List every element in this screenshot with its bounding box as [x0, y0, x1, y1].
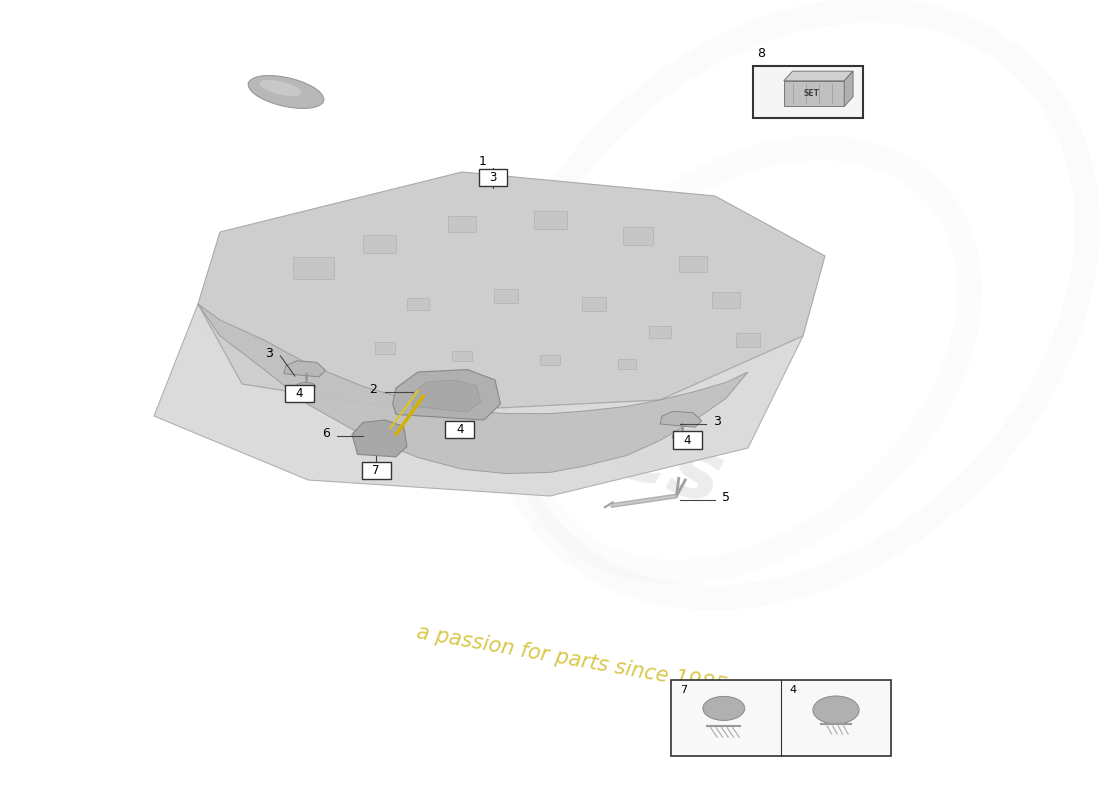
Polygon shape — [412, 380, 481, 412]
Text: a passion for parts since 1985: a passion for parts since 1985 — [415, 623, 729, 697]
Bar — [285, 385, 314, 402]
Text: 3: 3 — [490, 171, 496, 184]
Bar — [452, 350, 472, 361]
Bar — [649, 326, 671, 338]
Bar — [582, 297, 606, 310]
Ellipse shape — [813, 696, 859, 724]
Bar — [618, 359, 636, 369]
Ellipse shape — [296, 382, 316, 390]
Text: 8: 8 — [757, 46, 764, 60]
Bar — [446, 421, 474, 438]
Bar — [363, 235, 396, 253]
Bar — [534, 211, 566, 229]
Ellipse shape — [260, 80, 301, 96]
Polygon shape — [284, 361, 326, 377]
Polygon shape — [783, 71, 854, 81]
Text: 4: 4 — [790, 685, 796, 694]
Text: 7: 7 — [373, 464, 380, 477]
Text: 3: 3 — [265, 347, 273, 360]
Ellipse shape — [249, 75, 323, 109]
Bar — [478, 169, 507, 186]
Ellipse shape — [672, 433, 692, 441]
Bar — [671, 680, 891, 756]
Polygon shape — [393, 370, 500, 420]
Polygon shape — [352, 420, 407, 457]
Bar — [713, 292, 740, 308]
Text: 4: 4 — [456, 423, 463, 436]
Bar — [494, 289, 518, 302]
Text: 5: 5 — [722, 491, 729, 504]
Polygon shape — [198, 172, 825, 412]
Bar — [293, 257, 334, 279]
Bar — [736, 333, 760, 347]
Bar — [540, 354, 560, 365]
Polygon shape — [198, 304, 748, 474]
Text: 6: 6 — [322, 427, 330, 440]
Bar — [623, 227, 653, 245]
Bar — [362, 462, 390, 479]
Polygon shape — [154, 304, 803, 496]
Text: 2: 2 — [370, 383, 377, 396]
Text: 7: 7 — [680, 685, 686, 694]
Text: 1: 1 — [478, 155, 486, 168]
Bar — [407, 298, 429, 310]
Text: 4: 4 — [684, 434, 691, 446]
Bar — [783, 81, 845, 106]
Text: eurospares: eurospares — [190, 277, 734, 523]
Bar — [754, 66, 864, 118]
Text: 4: 4 — [296, 387, 303, 400]
Bar — [449, 216, 475, 232]
Ellipse shape — [703, 696, 745, 720]
Polygon shape — [845, 71, 854, 106]
Bar — [673, 431, 702, 449]
Bar — [680, 256, 706, 272]
Bar — [375, 342, 395, 354]
Polygon shape — [660, 411, 702, 427]
Text: 3: 3 — [713, 415, 721, 428]
Text: SET: SET — [804, 89, 820, 98]
